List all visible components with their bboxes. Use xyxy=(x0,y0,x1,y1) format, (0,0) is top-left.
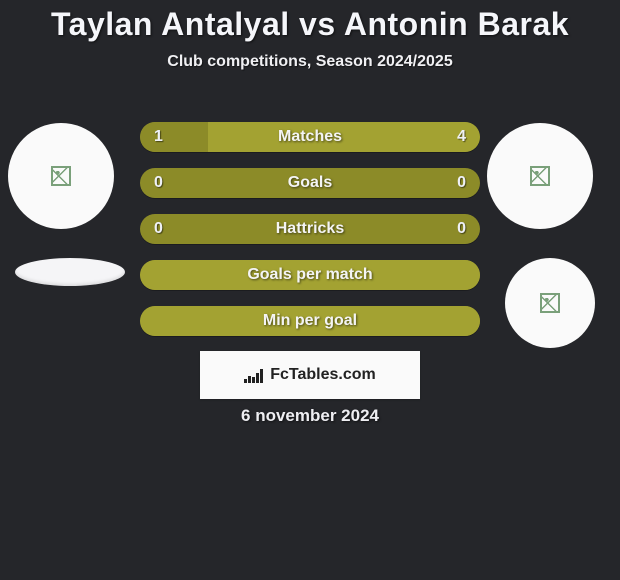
stat-row: Matches1 4 xyxy=(140,122,480,152)
fctables-spark-icon xyxy=(244,367,264,383)
stat-row: Goals per match xyxy=(140,260,480,290)
stats-bars: Matches14Goals00Hattricks00Goals per mat… xyxy=(140,122,480,352)
stat-value-left: 0 xyxy=(140,214,177,244)
stat-row: Hattricks0 0 xyxy=(140,214,480,244)
comparison-infographic: Taylan Antalyal vs Antonin Barak Club co… xyxy=(0,0,620,580)
player-right-club-avatar xyxy=(505,258,595,348)
stat-row: Min per goal xyxy=(140,306,480,336)
image-placeholder-icon xyxy=(530,166,550,186)
fctables-label: FcTables.com xyxy=(270,366,376,384)
stat-label: Goals per match xyxy=(140,266,480,284)
stat-value-left: 1 xyxy=(140,122,177,152)
stat-row: Goals0 0 xyxy=(140,168,480,198)
player-left-club-ellipse xyxy=(15,258,125,286)
stat-label: Matches xyxy=(140,128,480,146)
generated-date: 6 november 2024 xyxy=(0,406,620,426)
stat-value-right: 4 xyxy=(443,122,480,152)
stat-label: Min per goal xyxy=(140,312,480,330)
stat-label: Hattricks xyxy=(140,220,480,238)
page-title: Taylan Antalyal vs Antonin Barak xyxy=(0,0,620,43)
fctables-badge[interactable]: FcTables.com xyxy=(200,351,420,399)
page-subtitle: Club competitions, Season 2024/2025 xyxy=(0,53,620,71)
stat-value-right: 0 xyxy=(443,214,480,244)
stat-value-left: 0 xyxy=(140,168,177,198)
stat-value-right: 0 xyxy=(443,168,480,198)
image-placeholder-icon xyxy=(540,293,560,313)
player-left-avatar xyxy=(8,123,114,229)
player-right-avatar xyxy=(487,123,593,229)
stat-label: Goals xyxy=(140,174,480,192)
image-placeholder-icon xyxy=(51,166,71,186)
